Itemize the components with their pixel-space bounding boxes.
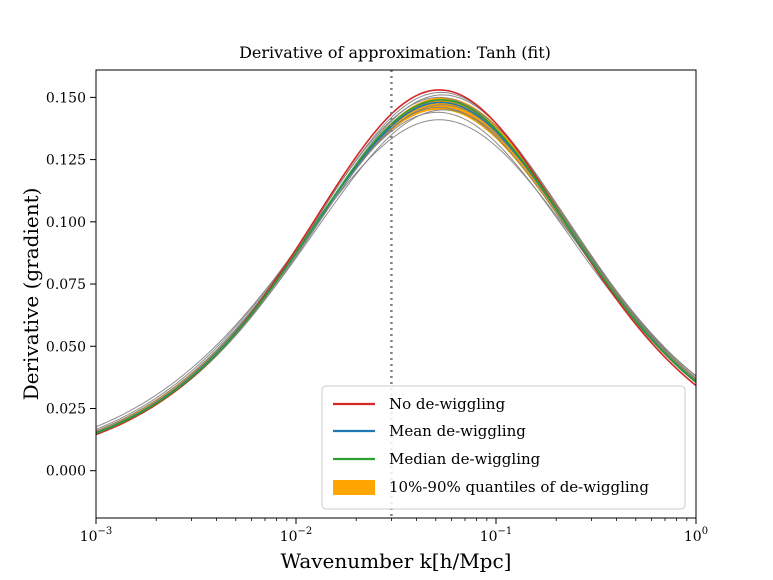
x-tick-label-2: 10−1 — [480, 526, 513, 545]
y-axis-ticks: 0.000 0.025 0.050 0.075 0.100 0.125 0.150 — [46, 90, 96, 480]
x-tick-label-1: 10−2 — [280, 526, 313, 545]
y-tick-label-4: 0.100 — [46, 215, 86, 231]
x-axis-label: Wavenumber k[h/Mpc] — [281, 549, 512, 573]
y-axis-label: Derivative (gradient) — [19, 188, 43, 401]
legend-label-median-dewiggling: Median de-wiggling — [389, 450, 541, 468]
y-tick-label-0: 0.000 — [46, 464, 86, 480]
sample-curve-9 — [96, 111, 696, 430]
y-tick-label-5: 0.125 — [46, 153, 86, 169]
x-tick-label-3: 100 — [684, 526, 708, 545]
x-tick-label-0: 10−3 — [80, 526, 113, 545]
y-tick-label-1: 0.025 — [46, 401, 86, 417]
legend-label-no-dewiggling: No de-wiggling — [389, 395, 506, 413]
chart-title: Derivative of approximation: Tanh (fit) — [239, 43, 551, 62]
y-tick-label-2: 0.050 — [46, 339, 86, 355]
legend-label-mean-dewiggling: Mean de-wiggling — [389, 422, 526, 440]
legend-label-quantile-band: 10%-90% quantiles of de-wiggling — [389, 478, 649, 496]
legend-box — [321, 385, 686, 510]
legend-swatch-quantile-band — [333, 480, 375, 495]
y-tick-label-6: 0.150 — [46, 90, 86, 106]
series-line-2 — [96, 99, 696, 435]
plot-frame — [95, 69, 697, 519]
plot-area — [95, 69, 697, 519]
legend: No de-wiggling Mean de-wiggling Median d… — [321, 385, 686, 510]
x-axis-ticks: 10−3 10−2 10−1 100 — [80, 518, 708, 545]
sample-curve-4 — [96, 99, 696, 435]
series-layer — [96, 89, 696, 436]
y-tick-label-3: 0.075 — [46, 277, 86, 293]
